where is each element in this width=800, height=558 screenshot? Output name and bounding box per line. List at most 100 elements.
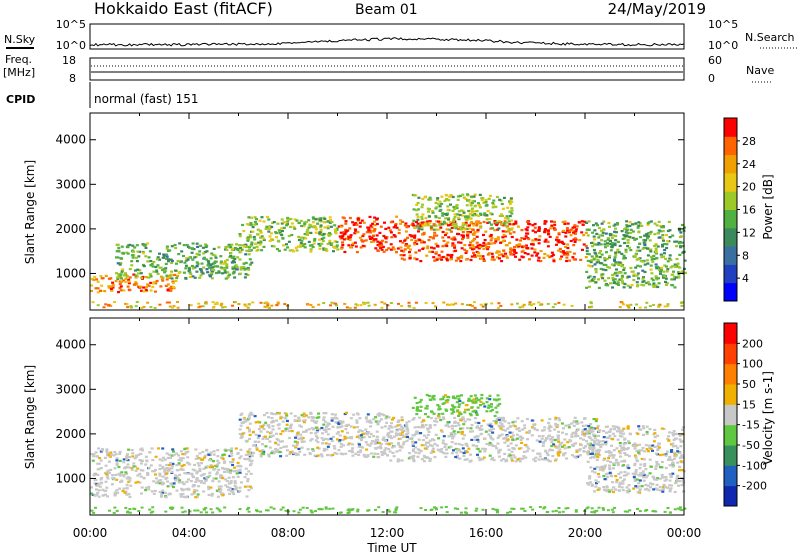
echo-cell — [548, 429, 552, 432]
echo-cell — [464, 223, 468, 226]
echo-cell — [118, 263, 122, 266]
echo-cell — [520, 237, 524, 240]
echo-cell — [444, 256, 448, 259]
echo-cell — [492, 459, 496, 462]
echo-cell — [337, 431, 340, 434]
echo-cell — [155, 270, 159, 273]
echo-cell — [420, 444, 424, 447]
echo-cell — [321, 239, 325, 243]
echo-cell — [424, 216, 428, 220]
echo-cell — [634, 253, 638, 256]
echo-cell — [322, 418, 326, 421]
echo-cell — [483, 437, 487, 440]
echo-cell — [194, 457, 198, 460]
echo-cell — [457, 449, 461, 452]
echo-cell — [277, 249, 281, 252]
echo-cell — [287, 240, 291, 243]
echo-cell — [240, 434, 244, 437]
echo-cell — [649, 465, 653, 468]
ground-scatter-cell — [333, 302, 337, 305]
ground-scatter-cell — [397, 302, 400, 305]
ground-scatter-cell — [435, 508, 438, 511]
echo-cell — [506, 206, 510, 209]
echo-cell — [211, 480, 215, 483]
echo-cell — [273, 451, 277, 454]
echo-cell — [123, 274, 126, 277]
echo-cell — [359, 434, 363, 437]
echo-cell — [428, 459, 432, 462]
echo-cell — [473, 435, 477, 439]
echo-cell — [111, 474, 115, 477]
echo-cell — [630, 284, 634, 287]
echo-cell — [465, 450, 469, 454]
echo-cell — [664, 453, 668, 456]
ground-scatter-cell — [564, 507, 568, 510]
colorbar-swatch — [724, 343, 737, 365]
echo-cell — [261, 452, 265, 455]
echo-cell — [577, 449, 581, 452]
echo-cell — [217, 246, 221, 249]
echo-cell — [471, 248, 474, 251]
echo-cell — [401, 241, 405, 244]
echo-cell — [219, 488, 223, 491]
echo-cell — [134, 281, 138, 284]
echo-cell — [259, 236, 262, 239]
echo-cell — [477, 398, 481, 401]
echo-cell — [197, 464, 201, 467]
echo-cell — [457, 405, 461, 408]
echo-cell — [402, 429, 406, 432]
echo-cell — [367, 229, 371, 232]
echo-cell — [626, 225, 630, 228]
cpid-label: CPID — [6, 93, 35, 106]
echo-cell — [453, 226, 457, 229]
echo-cell — [642, 458, 646, 461]
echo-cell — [547, 229, 550, 232]
echo-cell — [421, 426, 425, 429]
ground-scatter-cell — [359, 304, 363, 307]
ground-scatter-cell — [620, 301, 624, 304]
echo-cell — [379, 418, 383, 421]
echo-cell — [428, 426, 432, 429]
echo-cell — [596, 488, 600, 491]
echo-cell — [376, 217, 379, 220]
echo-cell — [599, 243, 603, 246]
echo-cell — [638, 490, 641, 493]
echo-cell — [657, 220, 661, 223]
echo-cell — [656, 285, 660, 289]
echo-cell — [527, 238, 531, 241]
echo-cell — [664, 454, 668, 457]
echo-cell — [668, 479, 672, 482]
ground-scatter-cell — [263, 305, 267, 308]
ground-scatter-cell — [648, 305, 652, 308]
echo-cell — [598, 429, 602, 432]
echo-cell — [415, 209, 418, 212]
echo-cell — [632, 476, 636, 479]
echo-cell — [541, 435, 545, 438]
ground-scatter-cell — [134, 305, 138, 308]
echo-cell — [558, 451, 562, 454]
echo-cell — [302, 430, 306, 433]
echo-cell — [183, 261, 187, 264]
echo-cell — [317, 412, 321, 415]
echo-cell — [433, 424, 437, 427]
echo-cell — [266, 215, 270, 219]
echo-cell — [593, 440, 597, 443]
ground-scatter-cell — [383, 302, 387, 305]
echo-cell — [299, 244, 303, 247]
echo-cell — [366, 443, 370, 446]
echo-cell — [507, 448, 511, 451]
echo-cell — [654, 275, 658, 278]
echo-cell — [590, 241, 593, 245]
echo-cell — [595, 427, 599, 430]
echo-cell — [452, 396, 455, 399]
echo-cell — [461, 430, 465, 433]
echo-cell — [397, 442, 400, 445]
echo-cell — [479, 225, 483, 228]
echo-cell — [484, 198, 488, 202]
ground-scatter-cell — [149, 306, 153, 309]
echo-cell — [247, 489, 251, 492]
echo-cell — [382, 414, 386, 417]
echo-cell — [253, 415, 257, 418]
echo-cell — [153, 290, 157, 293]
